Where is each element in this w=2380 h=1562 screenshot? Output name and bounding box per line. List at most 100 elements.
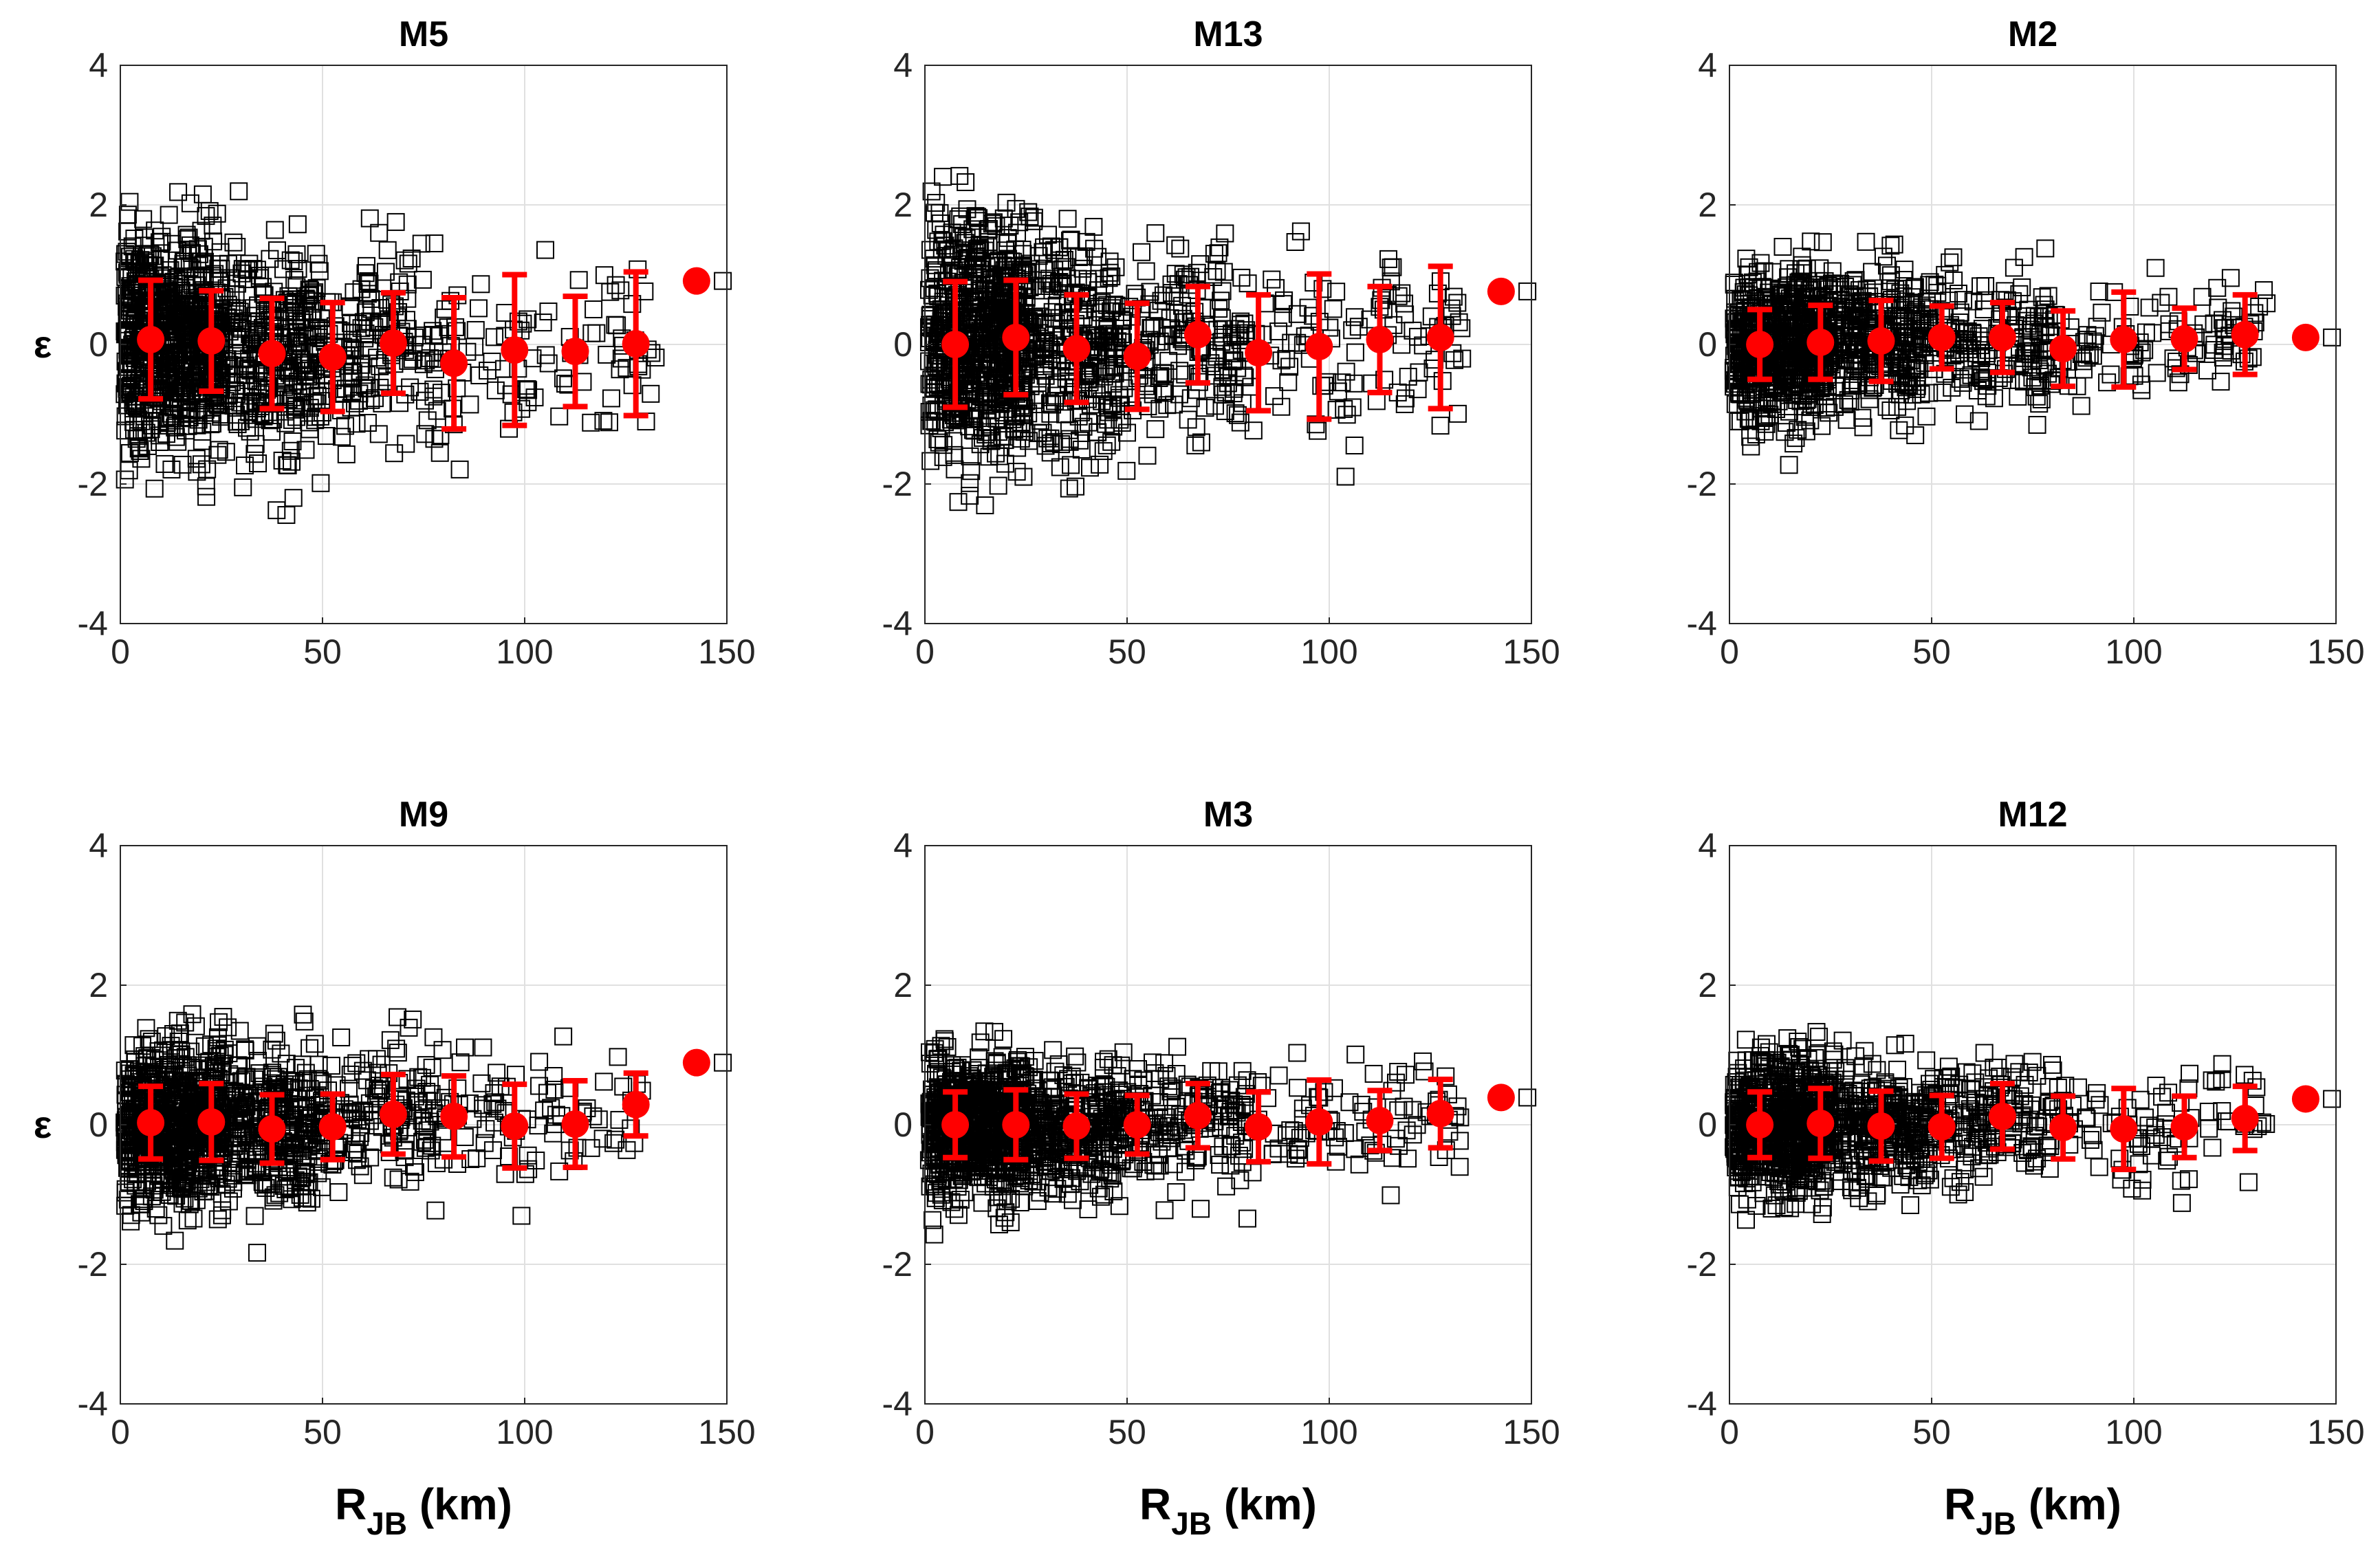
residual-point [181,236,199,254]
residual-point [401,378,419,397]
residual-point [966,207,985,226]
residual-point [309,254,328,273]
residual-point [297,291,316,309]
x-tick-label: 150 [1503,632,1560,671]
residual-point [1450,313,1468,331]
residual-point [970,241,988,260]
residual-point [965,360,984,378]
residual-point [1158,396,1177,415]
residual-point [259,379,278,397]
residual-point [972,265,991,283]
residual-point [248,376,267,395]
residual-point [950,366,969,384]
residual-point [160,302,178,320]
residual-point [189,410,208,429]
residual-point [927,221,946,239]
residual-point [424,326,443,344]
residual-point [418,411,437,430]
residual-point [2137,323,2155,342]
residual-point [554,369,572,388]
residual-point [927,261,946,280]
residual-point [516,380,535,398]
residual-point [169,183,188,201]
residual-point [1055,250,1073,269]
residual-point [934,448,952,466]
residual-point [358,285,377,303]
residual-point [127,430,146,448]
residual-point [1307,415,1325,434]
residual-point [998,250,1017,268]
residual-point [1154,364,1172,382]
residual-point [448,379,466,397]
residual-point [1050,309,1069,327]
residual-point [1140,331,1159,349]
residual-point [142,420,160,439]
residual-point [1089,270,1108,288]
residual-point [642,384,660,403]
residual-point [241,335,260,353]
residual-point [946,460,964,478]
residual-point [1345,436,1364,454]
residual-point [349,314,367,333]
residual-point [1137,262,1155,280]
residual-point [413,270,432,289]
residual-point [935,436,953,454]
residual-point [930,433,948,452]
residual-point [354,313,373,331]
binned-mean-point [1305,333,1333,361]
residual-point [287,245,306,263]
residual-point [979,221,997,240]
residual-point [356,376,374,395]
residual-point [1098,296,1116,314]
residual-point [485,328,504,346]
residual-point [184,346,203,365]
residual-point [281,324,299,342]
residual-point [1338,406,1356,424]
residual-point [1274,295,1292,314]
residual-point [117,324,135,343]
residual-point [1107,296,1126,315]
residual-point [1226,404,1245,423]
residual-point [342,323,361,342]
residual-point [483,352,501,371]
residual-point [122,376,141,395]
residual-point [156,316,175,334]
residual-point [1448,404,1467,423]
residual-point [1084,217,1103,236]
residual-point [395,251,414,270]
residual-point [1144,385,1162,404]
residual-point [276,402,294,421]
residual-point [224,397,243,415]
binned-mean-point [1867,327,1895,355]
residual-point [155,345,173,364]
residual-point [122,281,141,300]
residual-scatter [116,182,732,525]
residual-point [951,288,970,307]
residual-point [251,267,270,285]
residual-point [550,407,569,426]
residual-point [1244,421,1263,440]
residual-point [1234,366,1253,385]
residual-point [1074,417,1093,436]
y-tick-label: -4 [882,604,913,643]
residual-point [1448,294,1467,312]
residual-point [1005,420,1024,439]
subplot-title: M5 [399,14,448,54]
residual-point [337,445,356,463]
residual-point [1333,373,1351,392]
residual-point [1111,325,1130,344]
residual-point [1205,245,1223,263]
residual-point [921,452,940,470]
residual-point [1518,282,1537,300]
residual-point [1099,410,1117,429]
residual-point [378,241,397,259]
residual-point [450,460,469,478]
residual-point [199,369,217,388]
residual-point [1069,270,1087,288]
binned-mean-point [379,329,407,357]
residual-point [228,237,246,256]
residual-point [307,394,326,412]
residual-point [240,349,259,368]
